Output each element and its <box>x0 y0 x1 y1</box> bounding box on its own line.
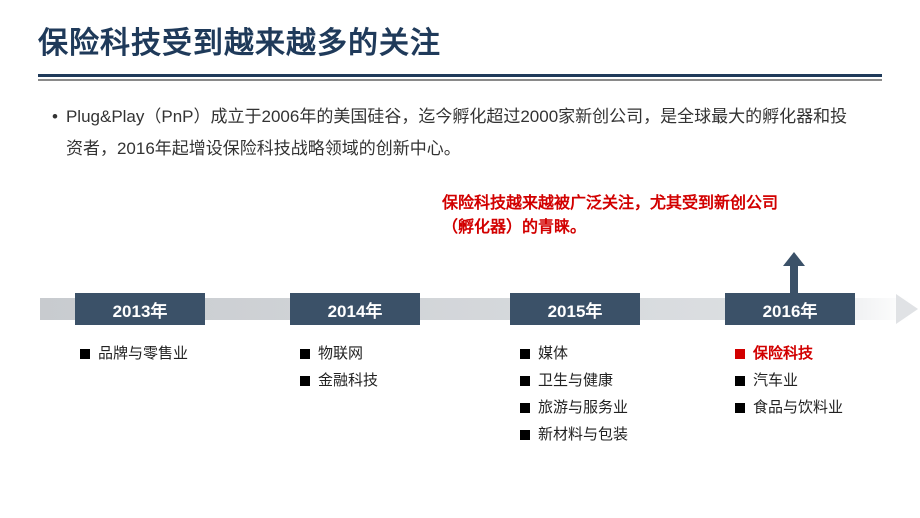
square-bullet-icon <box>735 349 745 359</box>
items-column: 保险科技汽车业食品与饮料业 <box>735 340 915 421</box>
title-area: 保险科技受到越来越多的关注 <box>0 0 920 70</box>
list-item-label: 物联网 <box>318 340 363 367</box>
list-item: 品牌与零售业 <box>80 340 260 367</box>
list-item: 新材料与包装 <box>520 421 700 448</box>
list-item: 旅游与服务业 <box>520 394 700 421</box>
list-item: 保险科技 <box>735 340 915 367</box>
square-bullet-icon <box>520 403 530 413</box>
items-column: 品牌与零售业 <box>80 340 260 367</box>
page-title: 保险科技受到越来越多的关注 <box>38 18 882 62</box>
square-bullet-icon <box>520 430 530 440</box>
list-item: 汽车业 <box>735 367 915 394</box>
list-item-label: 卫生与健康 <box>538 367 613 394</box>
callout-line1: 保险科技越来越被广泛关注，尤其受到新创公司 <box>442 192 778 216</box>
items-column: 物联网金融科技 <box>300 340 480 394</box>
bullet-block: • Plug&Play（PnP）成立于2006年的美国硅谷，迄今孵化超过2000… <box>0 81 920 166</box>
year-box: 2014年 <box>290 293 420 325</box>
callout-text: 保险科技越来越被广泛关注，尤其受到新创公司 （孵化器）的青睐。 <box>442 192 778 240</box>
arrow-shaft-icon <box>790 266 798 294</box>
items-column: 媒体卫生与健康旅游与服务业新材料与包装 <box>520 340 700 448</box>
list-item-label: 金融科技 <box>318 367 378 394</box>
square-bullet-icon <box>735 376 745 386</box>
year-box: 2015年 <box>510 293 640 325</box>
callout-line2: （孵化器）的青睐。 <box>442 216 778 240</box>
square-bullet-icon <box>80 349 90 359</box>
square-bullet-icon <box>300 349 310 359</box>
list-item-label: 媒体 <box>538 340 568 367</box>
arrow-head-icon <box>783 252 805 266</box>
list-item: 食品与饮料业 <box>735 394 915 421</box>
square-bullet-icon <box>300 376 310 386</box>
bullet-text: Plug&Play（PnP）成立于2006年的美国硅谷，迄今孵化超过2000家新… <box>66 101 860 166</box>
list-item: 金融科技 <box>300 367 480 394</box>
square-bullet-icon <box>520 376 530 386</box>
square-bullet-icon <box>520 349 530 359</box>
list-item-label: 保险科技 <box>753 340 813 367</box>
year-box: 2013年 <box>75 293 205 325</box>
list-item-label: 品牌与零售业 <box>98 340 188 367</box>
bullet-dot-icon: • <box>52 101 58 166</box>
list-item-label: 汽车业 <box>753 367 798 394</box>
square-bullet-icon <box>735 403 745 413</box>
list-item-label: 新材料与包装 <box>538 421 628 448</box>
title-underline-heavy <box>38 74 882 77</box>
list-item-label: 旅游与服务业 <box>538 394 628 421</box>
list-item: 物联网 <box>300 340 480 367</box>
list-item-label: 食品与饮料业 <box>753 394 843 421</box>
list-item: 卫生与健康 <box>520 367 700 394</box>
year-box: 2016年 <box>725 293 855 325</box>
arrow-up-icon <box>783 252 805 294</box>
list-item: 媒体 <box>520 340 700 367</box>
bullet-line: • Plug&Play（PnP）成立于2006年的美国硅谷，迄今孵化超过2000… <box>52 101 860 166</box>
